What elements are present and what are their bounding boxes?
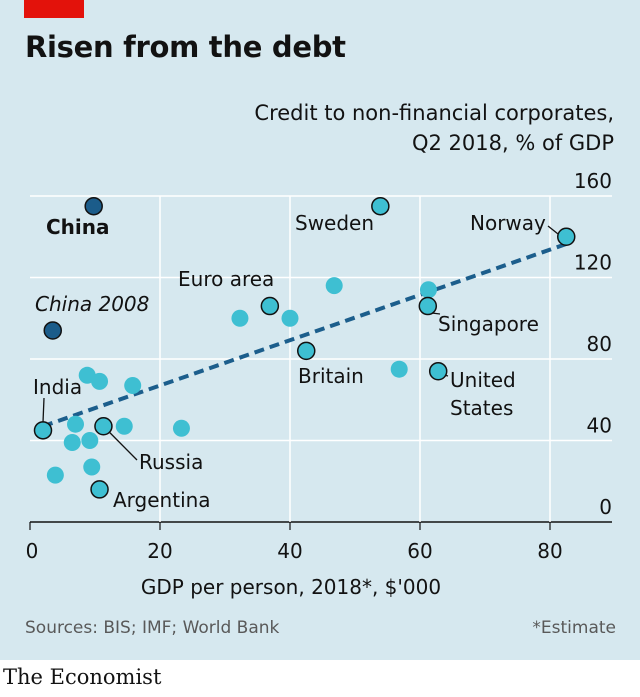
label-sweden: Sweden	[295, 211, 374, 235]
source-note: Sources: BIS; IMF; World Bank	[25, 618, 280, 638]
leader-line	[108, 431, 138, 461]
brand-red-tag	[24, 0, 84, 18]
data-point	[124, 376, 142, 394]
x-axis-label: GDP per person, 2018*, $'000	[141, 575, 441, 599]
x-tick-labels: 0 20 40 60 80	[26, 539, 563, 563]
data-point	[83, 458, 101, 476]
subtitle-line-2: Q2 2018, % of GDP	[411, 131, 614, 155]
data-point-britain	[297, 341, 316, 361]
data-point-china	[84, 196, 103, 216]
data-point	[46, 466, 64, 484]
data-point-india	[33, 421, 53, 440]
data-point	[91, 372, 109, 390]
label-china: China	[46, 215, 110, 239]
data-point-sweden	[371, 196, 390, 216]
trend-line	[42, 240, 571, 429]
y-tick-label: 0	[599, 495, 612, 519]
data-point-russia	[94, 416, 113, 436]
data-point-norway	[557, 227, 576, 246]
data-point-euro-area	[260, 296, 280, 316]
chart-subtitle: Credit to non-financial corporates, Q2 2…	[194, 98, 614, 158]
grid-lines	[29, 195, 612, 530]
x-tick-label: 20	[147, 539, 172, 563]
label-britain: Britain	[298, 364, 364, 388]
data-points	[33, 196, 576, 499]
chart-title: Risen from the debt	[25, 30, 346, 64]
label-india: India	[33, 375, 82, 399]
label-russia: Russia	[139, 450, 203, 474]
subtitle-line-1: Credit to non-financial corporates,	[254, 101, 614, 125]
data-point	[67, 415, 84, 433]
brand-wordmark: The Economist	[3, 665, 162, 689]
label-euro-area: Euro area	[178, 267, 274, 291]
data-point	[419, 281, 437, 299]
label-norway: Norway	[470, 211, 546, 235]
scatter-chart: 0 40 80 120 160 0 20 40 60 80 China China 2008 S…	[26, 169, 612, 599]
label-singapore: Singapore	[438, 312, 539, 336]
footnote: *Estimate	[532, 618, 616, 638]
y-tick-label: 80	[587, 332, 612, 356]
y-tick-label: 120	[574, 251, 612, 275]
y-tick-label: 160	[574, 169, 612, 193]
data-point-argentina	[90, 480, 109, 499]
leader-line	[42, 397, 45, 423]
x-tick-label: 0	[26, 539, 39, 563]
data-point	[115, 417, 133, 435]
label-argentina: Argentina	[113, 488, 211, 512]
label-states: States	[450, 396, 513, 420]
x-tick-label: 60	[407, 539, 432, 563]
x-tick-label: 80	[537, 539, 562, 563]
data-point	[172, 419, 190, 437]
label-china-2008: China 2008	[35, 292, 149, 316]
y-tick-label: 40	[587, 414, 612, 438]
data-point	[281, 309, 299, 327]
point-labels: China China 2008 Sweden Norway Euro area…	[33, 211, 546, 512]
data-point	[231, 309, 249, 327]
y-tick-labels: 0 40 80 120 160	[574, 169, 612, 519]
x-tick-label: 40	[277, 539, 302, 563]
data-point-china-2008	[43, 321, 62, 340]
data-point	[81, 432, 99, 449]
data-point	[325, 277, 343, 295]
data-point-united-states	[428, 361, 448, 381]
data-point	[63, 434, 81, 452]
label-united: United	[450, 368, 516, 392]
data-point	[390, 360, 408, 378]
data-point-singapore	[418, 296, 438, 316]
